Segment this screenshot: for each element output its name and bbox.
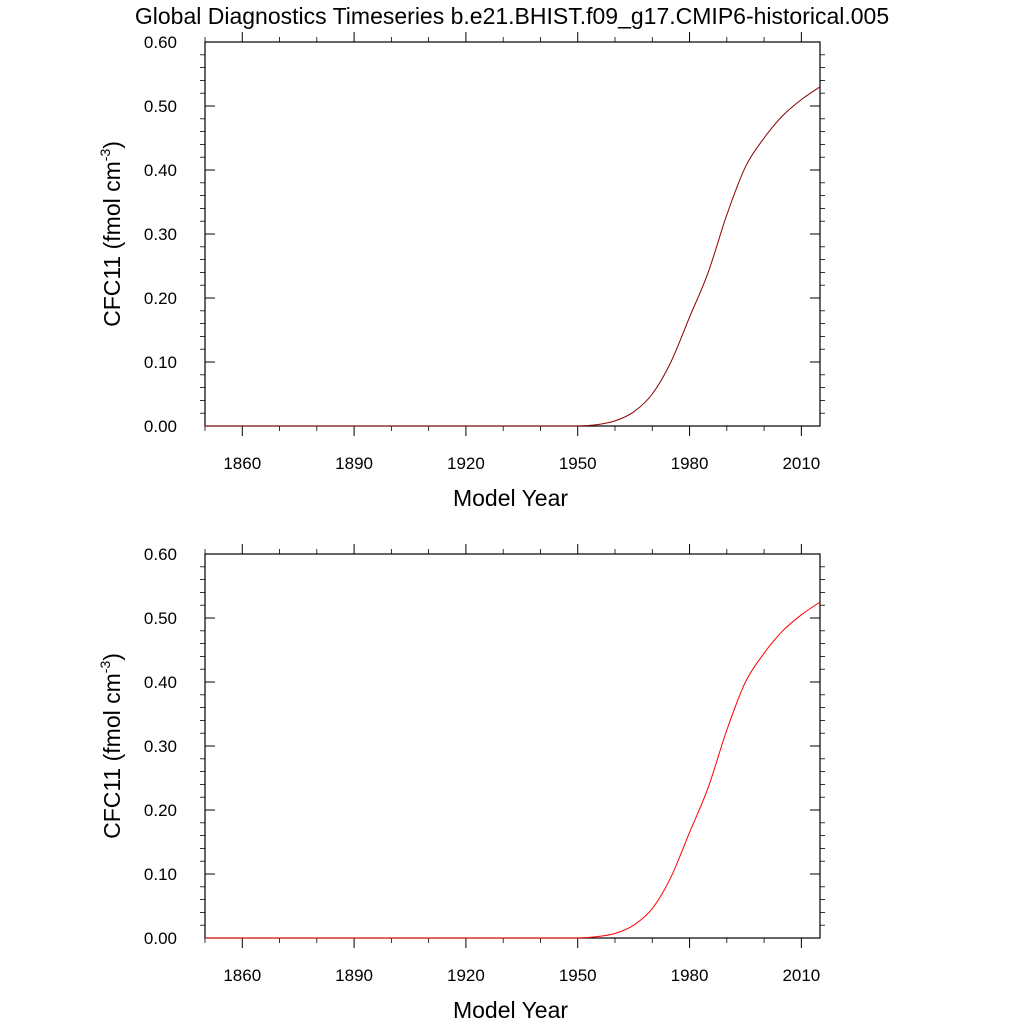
x-axis-label: Model Year (453, 997, 568, 1023)
y-tick-label: 0.60 (144, 545, 177, 564)
x-tick-label: 1980 (671, 454, 709, 473)
y-tick-label: 0.10 (144, 865, 177, 884)
top-plot: 0.00 0.10 0.20 0.30 0.40 0.50 0.60 1860 1890 1920… (97, 32, 825, 511)
y-tick-label: 0.30 (144, 225, 177, 244)
y-axis-label-sup: -3 (97, 149, 113, 162)
y-axis-label-close: ) (99, 653, 125, 661)
y-axis-label: CFC11 (fmol cm-3) (97, 141, 125, 327)
series-line-0 (205, 601, 821, 939)
plot-frame (204, 41, 821, 427)
bottom-plot: 0.00 0.10 0.20 0.30 0.40 0.50 0.60 1860 1890 1920… (97, 544, 825, 1023)
y-axis-label-text: CFC11 (fmol cm (99, 673, 125, 839)
y-tick-label: 0.00 (144, 929, 177, 948)
y-axis-label-close: ) (99, 141, 125, 149)
y-tick-label: 0.50 (144, 97, 177, 116)
x-tick-label: 1950 (559, 454, 597, 473)
x-tick-label: 1860 (223, 966, 261, 985)
x-tick-label: 2010 (782, 454, 820, 473)
plot-frame (204, 553, 821, 939)
series-line-0 (205, 86, 821, 427)
y-tick-label: 0.20 (144, 289, 177, 308)
y-axis-label-sup: -3 (97, 661, 113, 674)
chart-title: Global Diagnostics Timeseries b.e21.BHIS… (135, 3, 889, 29)
y-tick-label: 0.00 (144, 417, 177, 436)
y-tick-label: 0.60 (144, 33, 177, 52)
y-tick-label: 0.10 (144, 353, 177, 372)
x-tick-label: 1950 (559, 966, 597, 985)
x-tick-label: 1860 (223, 454, 261, 473)
x-tick-label: 1890 (335, 966, 373, 985)
x-tick-label: 1920 (447, 966, 485, 985)
x-tick-label: 1890 (335, 454, 373, 473)
y-tick-label: 0.40 (144, 161, 177, 180)
y-tick-label: 0.40 (144, 673, 177, 692)
y-tick-label: 0.30 (144, 737, 177, 756)
x-tick-label: 1980 (671, 966, 709, 985)
x-tick-label: 2010 (782, 966, 820, 985)
y-axis-label: CFC11 (fmol cm-3) (97, 653, 125, 839)
x-tick-label: 1920 (447, 454, 485, 473)
y-axis-label-text: CFC11 (fmol cm (99, 161, 125, 327)
y-tick-label: 0.20 (144, 801, 177, 820)
y-tick-label: 0.50 (144, 609, 177, 628)
x-axis-label: Model Year (453, 485, 568, 511)
